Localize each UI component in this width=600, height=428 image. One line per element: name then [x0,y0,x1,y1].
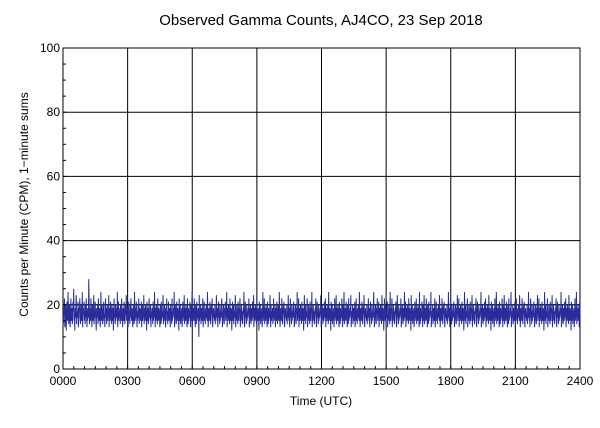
x-tick-label: 0000 [50,374,77,388]
x-tick-label: 1200 [308,374,335,388]
x-tick-labels: 0000 0300 0600 0900 1200 1500 1800 2100 2400 [50,374,594,388]
y-tick-label: 0 [53,362,60,376]
y-axis-label: Counts per Minute (CPM), 1−minute sums [17,92,31,316]
y-tick-label: 20 [47,298,61,312]
chart-title: Observed Gamma Counts, AJ4CO, 23 Sep 201… [159,12,483,29]
x-tick-label: 0900 [244,374,271,388]
minor-ticks [62,47,581,370]
y-tick-label: 100 [40,41,60,55]
y-tick-label: 80 [47,105,61,119]
y-tick-label: 60 [47,169,61,183]
x-tick-label: 0300 [114,374,141,388]
x-tick-label: 1500 [373,374,400,388]
x-axis-label: Time (UTC) [290,394,352,408]
series-line-cpm [62,279,581,337]
y-tick-label: 40 [47,234,61,248]
x-tick-label: 2100 [502,374,529,388]
y-tick-labels: 0 20 40 60 80 100 [40,41,60,376]
x-tick-label: 2400 [567,374,594,388]
x-tick-label: 0600 [179,374,206,388]
x-tick-label: 1800 [437,374,464,388]
